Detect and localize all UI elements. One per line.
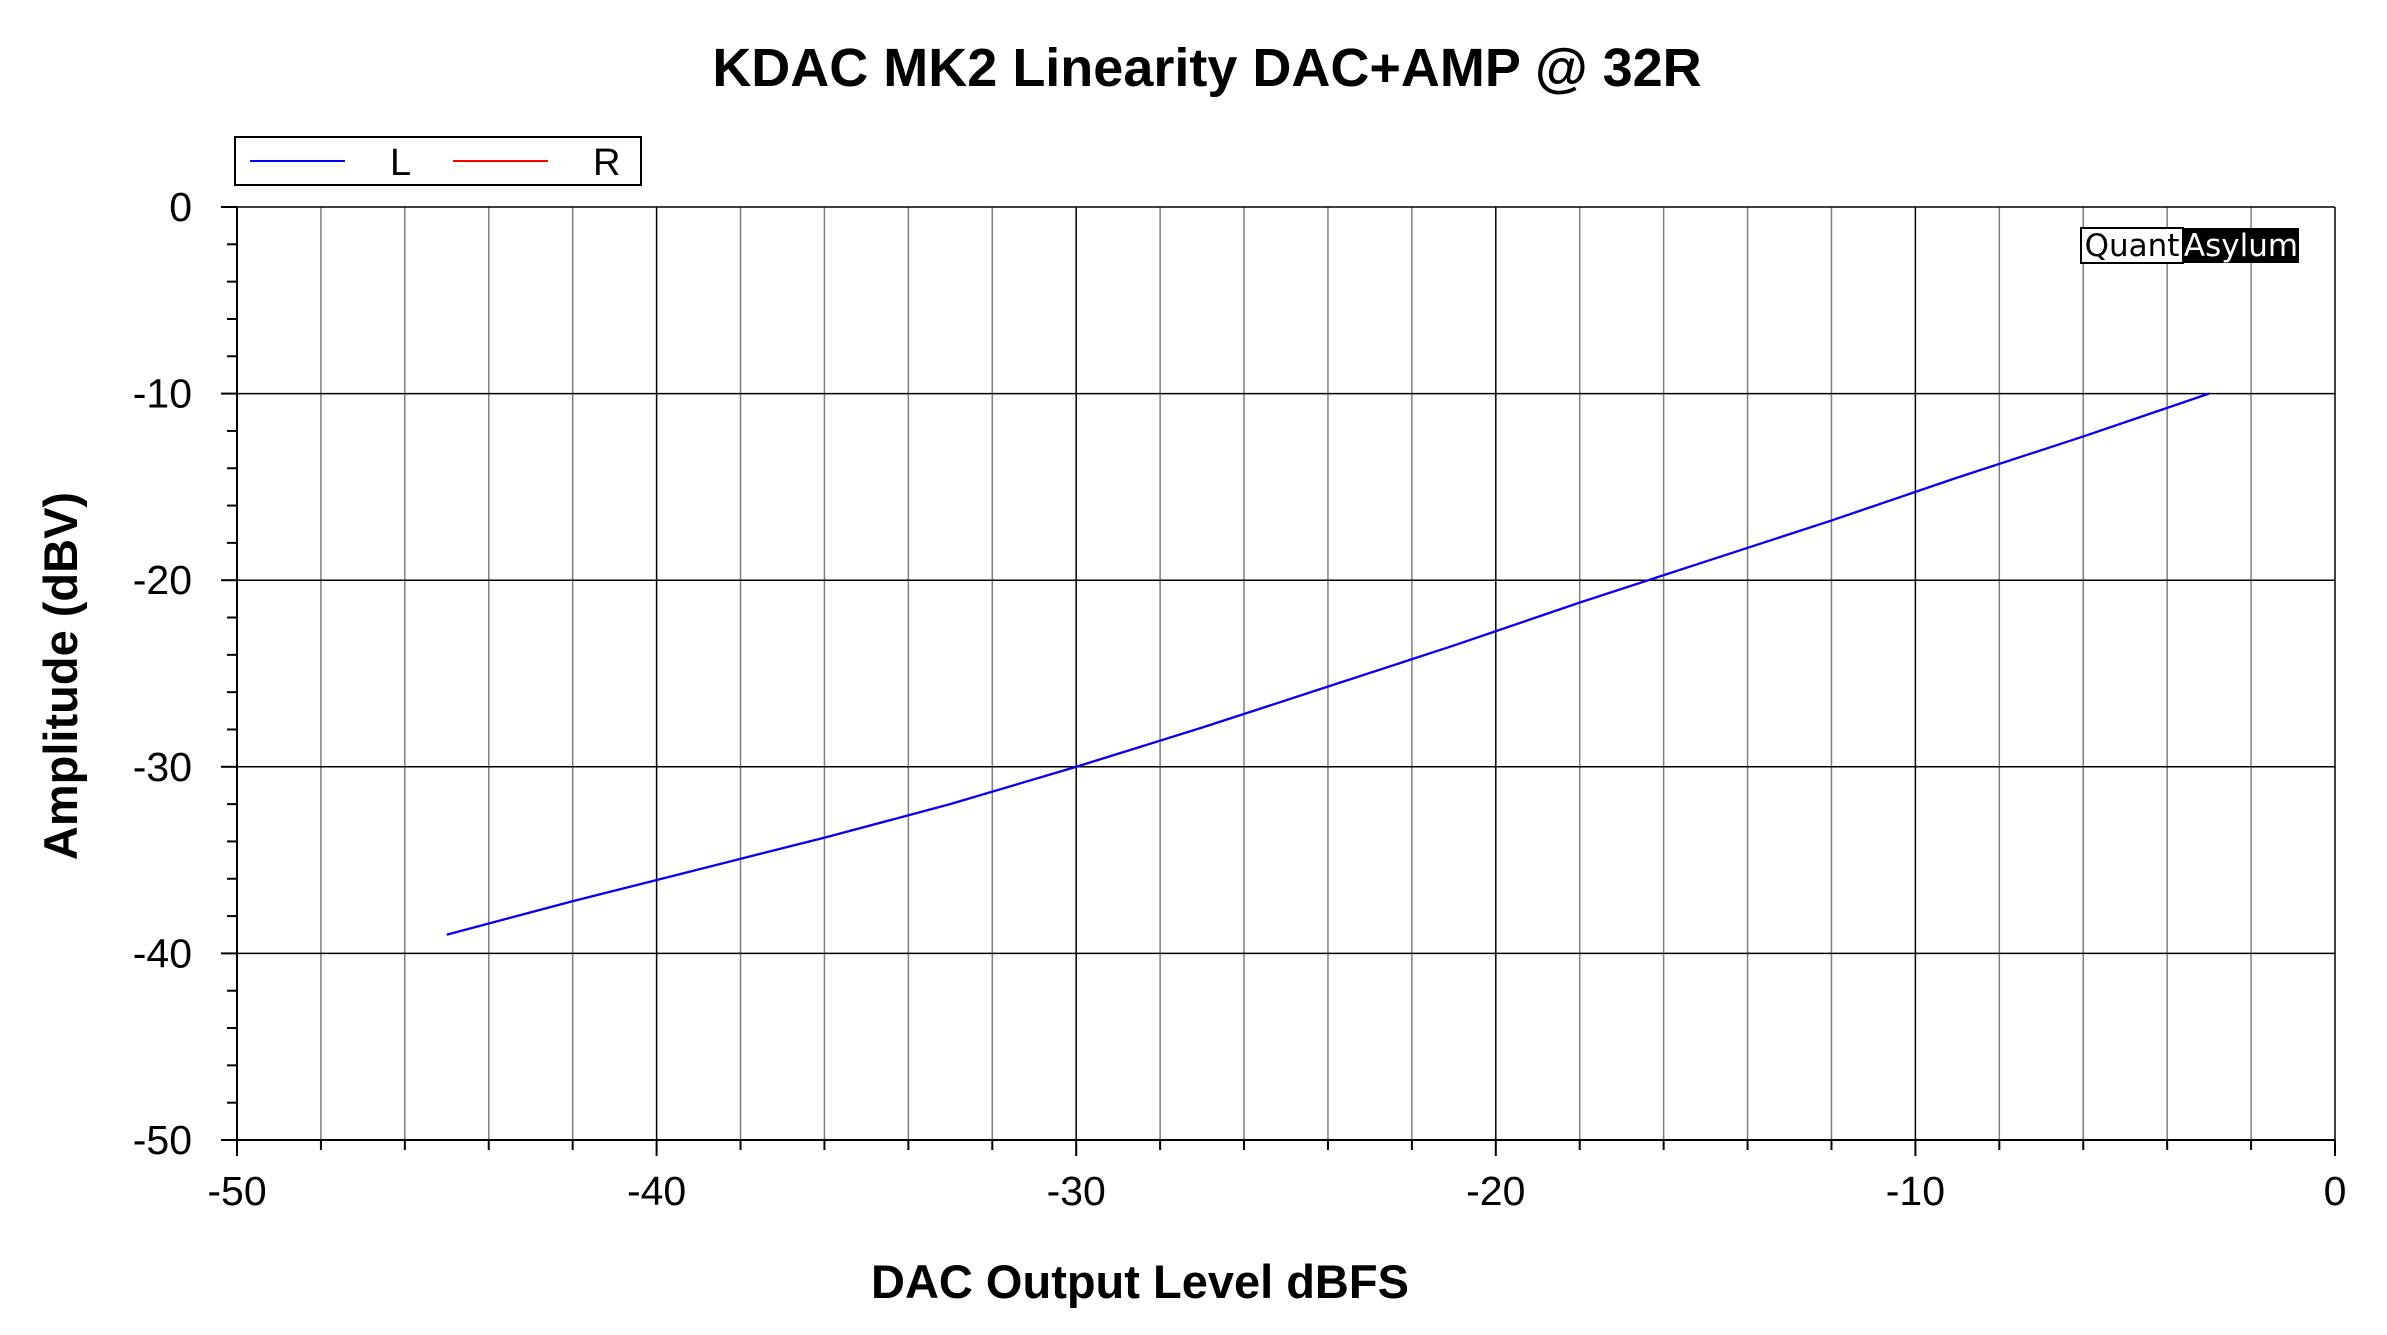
logo-text-quant: Quant — [2085, 228, 2180, 264]
y-tick-label: -30 — [133, 744, 192, 790]
chart-title: KDAC MK2 Linearity DAC+AMP @ 32R — [712, 38, 1701, 98]
y-tick-label: 0 — [169, 184, 192, 230]
y-tick-label: -40 — [133, 930, 192, 976]
series-line-l — [446, 392, 2210, 936]
x-tick-label: -30 — [1047, 1168, 1106, 1214]
grid-layer — [236, 206, 2336, 1141]
x-tick-label: -10 — [1886, 1168, 1945, 1214]
logo-text-asylum: Asylum — [2184, 228, 2298, 264]
x-tick-label: -20 — [1466, 1168, 1525, 1214]
y-axis-label: Amplitude (dBV) — [34, 492, 87, 860]
x-axis-label: DAC Output Level dBFS — [871, 1255, 1409, 1308]
logo-left-box — [2080, 227, 2184, 264]
axes-layer: -50 -40 -30 -20 -10 0 0 -10 -20 -30 -40 -50 — [133, 184, 2347, 1214]
quantasylum-logo: Quant Asylum — [2080, 227, 2299, 264]
legend: L R — [234, 136, 642, 186]
legend-label-r: R — [593, 142, 620, 184]
x-tick-label: -40 — [627, 1168, 686, 1214]
y-tick-label: -10 — [133, 371, 192, 417]
x-tick-label: -50 — [207, 1168, 266, 1214]
x-tick-label: 0 — [2324, 1168, 2347, 1214]
y-tick-label: -50 — [133, 1117, 192, 1163]
logo-right-box — [2183, 228, 2299, 263]
legend-label-l: L — [390, 142, 411, 184]
series-layer — [446, 392, 2210, 936]
y-tick-label: -20 — [133, 557, 192, 603]
